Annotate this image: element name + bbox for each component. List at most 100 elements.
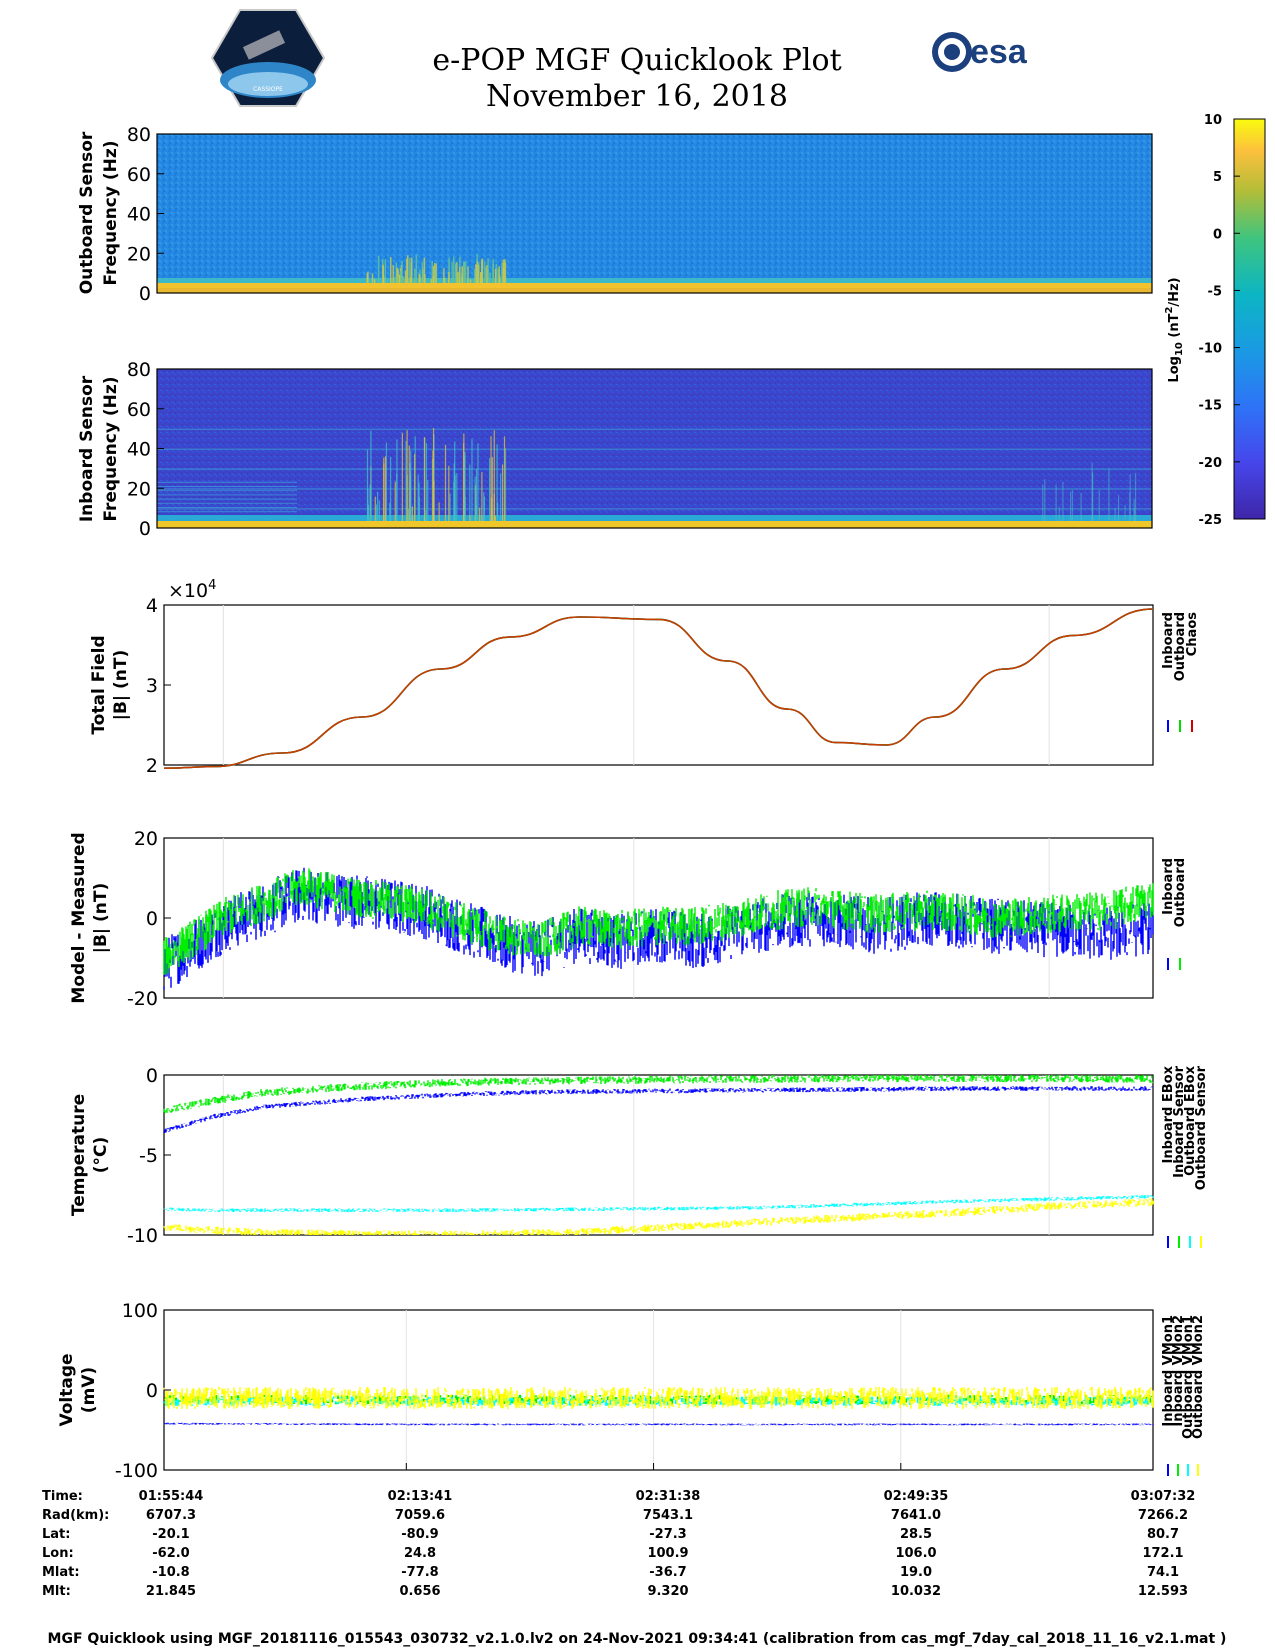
inboard-burst-streak [474, 476, 476, 521]
inboard-burst-streak [407, 508, 410, 521]
outboard-burst-streak [463, 261, 466, 283]
outboard-burst-streak [400, 271, 402, 283]
total-field-ytick-label: 4 [146, 595, 158, 617]
inboard-burst-streak [423, 436, 426, 521]
voltage-ytick-label: 100 [122, 1300, 158, 1322]
outboard-burst-streak [423, 257, 426, 283]
outboard-burst-streak [414, 268, 416, 283]
outboard-burst-streak [431, 260, 433, 283]
inboard-chirp-streak [1092, 472, 1094, 521]
inboard-burst-streak [432, 427, 435, 521]
inboard-burst-streak [469, 464, 471, 521]
inboard-burst-streak [488, 458, 491, 521]
inboard-burst-streak [432, 450, 434, 521]
table-row-label: Lon: [42, 1546, 74, 1561]
legend-label: Inboard VMon2 [1171, 1315, 1186, 1427]
voltage-panel: -100 0 100 Voltage (mV) Inboard VMon1Inboa… [57, 1300, 1206, 1482]
outboard-burst-streak [502, 259, 505, 283]
legend-label: Outboard VMon1 [1181, 1315, 1196, 1439]
inboard-chirp-streak [1042, 484, 1044, 521]
inboard-burst-streak [425, 443, 428, 521]
inboard-dc-line [157, 521, 1152, 528]
inboard-low-harmonic [157, 494, 297, 496]
table-cell: -62.0 [152, 1546, 189, 1561]
outboard-burst-streak [464, 261, 467, 283]
inboard-spectrogram-panel: 0 20 40 60 80 Inboard Sensor Frequency (Hz) [77, 359, 1153, 540]
inboard-chirp-streak [1118, 494, 1120, 521]
inboard-burst-streak [479, 507, 481, 521]
outboard-ytick-label: 0 [139, 283, 151, 305]
inboard-chirp-streak [1071, 489, 1073, 521]
inboard-burst-streak [389, 502, 391, 521]
inboard-burst-streak [464, 451, 466, 521]
inboard-chirp-streak [1070, 491, 1072, 521]
table-cell: -20.1 [152, 1527, 189, 1542]
inboard-burst-streak [463, 433, 465, 521]
outboard-burst-streak [410, 257, 413, 283]
outboard-burst-streak [484, 267, 487, 283]
inboard-burst-streak [448, 465, 450, 521]
outboard-burst-streak [377, 255, 380, 283]
inboard-chirp-streak [1135, 472, 1137, 521]
inboard-chirp-streak [1055, 484, 1057, 521]
legend-label: Inboard EBox [1161, 1065, 1176, 1163]
colorbar-tick-label: -20 [1199, 456, 1223, 471]
total-field-line-chaos [163, 608, 1154, 769]
outboard-burst-streak [473, 279, 475, 283]
ephemeris-table: Time: Rad(km): Lat: Lon: Mlat: Mlt: 01:55:44 67… [42, 1489, 1195, 1599]
inboard-burst-region [366, 427, 1137, 521]
table-cell: 9.320 [647, 1584, 688, 1599]
total-field-ylabel-1: Total Field [89, 635, 109, 734]
outboard-burst-streak [396, 267, 398, 283]
total-field-ytick-label: 2 [146, 755, 158, 777]
colorbar-gradient [1233, 118, 1266, 520]
outboard-dc-line-2 [157, 288, 1152, 293]
legend-label: Outboard [1173, 612, 1188, 681]
inboard-low-harmonic [157, 511, 297, 513]
inboard-burst-streak [454, 475, 456, 521]
inboard-chirp-streak [1133, 499, 1135, 521]
table-cell: 01:55:44 [139, 1489, 204, 1504]
inboard-ylabel-1: Inboard Sensor [77, 375, 97, 522]
inboard-burst-streak [375, 504, 377, 521]
legend-label: Inboard Sensor [1172, 1065, 1187, 1177]
outboard-spectrogram-panel: 0 20 40 60 80 Outboard Sensor Frequency (Hz) [77, 124, 1153, 305]
inboard-burst-streak [481, 472, 483, 521]
inboard-burst-streak [367, 489, 369, 521]
inboard-harmonic-line [157, 468, 1152, 470]
outboard-burst-streak [467, 266, 469, 283]
outboard-burst-streak [457, 272, 459, 283]
inboard-chirp-streak [1062, 481, 1064, 521]
inboard-ytick-label: 0 [139, 518, 151, 540]
cassiope-logo-text: CASSIOPE [253, 86, 283, 93]
total-field-ytick-label: 3 [146, 675, 158, 697]
temperature-outboard-ebox-band [163, 1195, 1154, 1213]
inboard-harmonic-line [157, 428, 1152, 431]
inboard-burst-streak [369, 488, 371, 521]
outboard-burst-streak [404, 270, 407, 283]
outboard-ytick-label: 40 [127, 204, 151, 226]
table-cell: 02:49:35 [884, 1489, 949, 1504]
inboard-chirp-streak [1108, 468, 1110, 521]
inboard-burst-streak [444, 444, 447, 521]
outboard-burst-streak [498, 266, 500, 283]
outboard-burst-streak [487, 269, 489, 283]
table-cell: -36.7 [649, 1565, 686, 1580]
inboard-burst-streak [383, 457, 385, 521]
outboard-burst-streak [481, 258, 484, 283]
total-field-axes-frame [163, 604, 1154, 766]
table-cell: 10.032 [891, 1584, 941, 1599]
table-cell: 7641.0 [891, 1508, 941, 1523]
inboard-chirp-streak [1044, 478, 1046, 521]
inboard-low-harmonic [157, 481, 297, 483]
esa-logo-text: esa [970, 33, 1028, 71]
cassiope-logo: CASSIOPE [210, 9, 326, 107]
outboard-burst-streak [435, 263, 437, 283]
outboard-ylabel-1: Outboard Sensor [77, 131, 97, 294]
inboard-burst-streak [483, 492, 485, 521]
inboard-low-harmonic [157, 486, 297, 487]
inboard-chirp-streak [1129, 492, 1131, 521]
outboard-burst-streak [390, 257, 392, 283]
inboard-burst-streak [406, 430, 408, 521]
